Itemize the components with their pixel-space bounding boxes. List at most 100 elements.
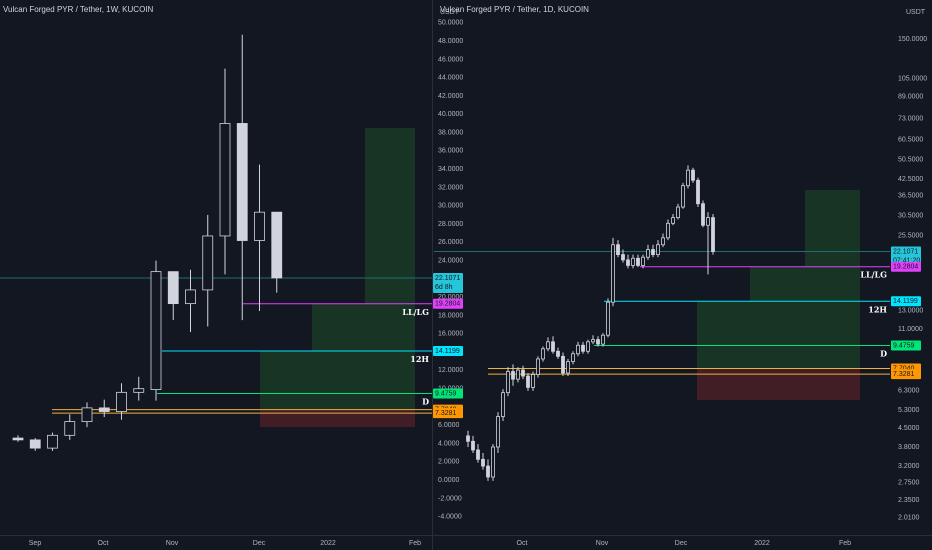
candle-body <box>531 374 535 388</box>
y-tick-label: 30.5000 <box>898 213 923 220</box>
x-tick-label: 2022 <box>320 540 336 547</box>
candle-body <box>551 341 555 352</box>
price-tag <box>433 388 463 399</box>
candle-body <box>12 437 24 441</box>
y-tick-label: 2.7500 <box>898 480 920 487</box>
candle-body <box>601 334 605 345</box>
y-tick-label: 24.0000 <box>438 257 463 264</box>
countdown: 07:41:20 <box>893 257 920 264</box>
y-tick-label: 4.0000 <box>438 440 460 447</box>
candle-body <box>556 350 560 357</box>
y-tick-label: -4.0000 <box>438 514 462 521</box>
candle-body <box>681 185 685 208</box>
price-tag-label: 7.3281 <box>435 410 457 417</box>
x-tick-label: Dec <box>675 540 688 547</box>
candle-body <box>621 254 625 261</box>
x-tick-label: Oct <box>98 540 109 547</box>
y-tick-label: 150.0000 <box>898 36 927 43</box>
x-tick-label: Feb <box>409 540 421 547</box>
candle-body <box>561 355 565 374</box>
candle-body <box>481 458 485 467</box>
position-zone <box>750 266 805 369</box>
position-zone <box>365 128 415 410</box>
level-name: 12H <box>868 304 887 314</box>
position-zone <box>697 368 860 401</box>
y-tick-label: 4.5000 <box>898 425 920 432</box>
y-tick-label: 50.5000 <box>898 157 923 164</box>
position-zone <box>805 189 860 369</box>
price-tag-label: 7.3281 <box>893 371 915 378</box>
candle-body <box>47 434 58 449</box>
candle-body <box>501 392 505 417</box>
candle-body <box>541 348 545 360</box>
y-tick-label: 38.0000 <box>438 129 463 136</box>
candle-body <box>566 361 570 374</box>
candle-body <box>511 371 515 380</box>
candle-body <box>29 439 41 449</box>
candle-body <box>526 375 530 388</box>
position-zone <box>260 350 312 410</box>
price-tag-label: 9.4759 <box>893 342 915 349</box>
x-tick-label: Nov <box>166 540 179 547</box>
y-tick-label: 6.3000 <box>898 388 920 395</box>
level-name: D <box>880 349 887 359</box>
y-tick-label: 36.0000 <box>438 148 463 155</box>
y-tick-label: 6.0000 <box>438 422 460 429</box>
y-tick-label: 36.5000 <box>898 193 923 200</box>
level-name: LL/LG <box>402 307 429 317</box>
candle-body <box>491 446 495 478</box>
candle-body <box>591 339 595 343</box>
y-tick-label: 50.0000 <box>438 20 463 27</box>
candle-body <box>691 169 695 181</box>
candle-body <box>64 421 76 436</box>
candle-body <box>202 235 214 291</box>
y-tick-label: 2.0000 <box>438 459 460 466</box>
y-tick-label: 89.0000 <box>898 94 923 101</box>
axis-unit: USDT <box>906 9 926 16</box>
y-tick-label: 2.3500 <box>898 497 920 504</box>
price-tag <box>433 408 463 419</box>
price-tag-label: 9.4759 <box>435 390 457 397</box>
y-tick-label: 2.0100 <box>898 515 920 522</box>
y-tick-label: 25.5000 <box>898 232 923 239</box>
price-tag-label: 19.2804 <box>893 264 918 271</box>
y-tick-label: 32.0000 <box>438 184 463 191</box>
candle-body <box>711 217 715 252</box>
position-zone <box>260 409 415 428</box>
y-tick-label: 5.3000 <box>898 407 920 414</box>
candle-body <box>651 249 655 255</box>
candle-body <box>476 449 480 460</box>
candle-body <box>471 440 475 451</box>
x-tick-label: Feb <box>839 540 851 547</box>
candle-body <box>521 369 525 377</box>
candle-body <box>546 341 550 350</box>
y-tick-label: 3.8000 <box>898 444 920 451</box>
candle-body <box>185 289 196 305</box>
candle-body <box>696 179 700 205</box>
price-tag <box>891 296 921 307</box>
y-tick-label: 105.0000 <box>898 75 927 82</box>
x-tick-label: Sep <box>29 540 42 547</box>
price-tag-label: 22.1071 <box>893 248 918 255</box>
chart-title: Vulcan Forged PYR / Tether, 1D, KUCOIN <box>440 5 589 14</box>
candle-body <box>636 257 640 266</box>
candle-body <box>701 203 705 226</box>
price-tag-label: 14.1199 <box>893 298 918 305</box>
position-zone <box>697 301 750 369</box>
candle-body <box>486 465 490 478</box>
price-tag <box>891 369 921 380</box>
axis-unit: USDT <box>440 9 460 16</box>
x-tick-label: Dec <box>253 540 266 547</box>
y-tick-label: 42.5000 <box>898 176 923 183</box>
candle-body <box>606 301 610 336</box>
y-tick-label: 60.5000 <box>898 137 923 144</box>
candle-body <box>271 211 283 279</box>
candle-body <box>641 256 645 266</box>
x-tick-label: 2022 <box>754 540 770 547</box>
candle-body <box>671 217 675 224</box>
price-tag-label: 14.1199 <box>435 348 460 355</box>
candle-body <box>661 237 665 246</box>
candle-body <box>254 211 265 241</box>
candle-body <box>506 371 510 394</box>
